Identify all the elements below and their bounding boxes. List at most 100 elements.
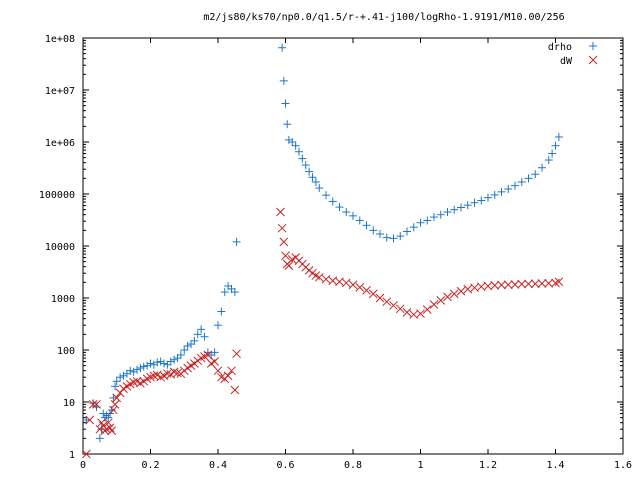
data-point [298, 154, 307, 163]
data-point [376, 230, 384, 239]
data-point [456, 286, 466, 296]
data-point [163, 360, 172, 369]
data-point [470, 198, 479, 207]
data-point [362, 286, 371, 295]
x-tick-label: 1.4 [546, 460, 564, 471]
data-point [430, 213, 438, 222]
data-point [279, 76, 288, 85]
data-point [382, 297, 392, 307]
data-point [554, 132, 563, 141]
data-point [450, 205, 459, 214]
data-point [416, 309, 425, 319]
data-point [149, 371, 159, 381]
data-point [281, 251, 290, 261]
data-point [173, 368, 182, 378]
data-point [97, 425, 106, 434]
data-point [308, 173, 317, 182]
data-point [163, 369, 172, 379]
data-point [436, 296, 446, 305]
data-point [200, 352, 209, 361]
data-point [369, 226, 378, 235]
series-layer [82, 43, 564, 459]
data-point [483, 281, 493, 291]
data-point [322, 191, 330, 200]
y-tick-label: 100 [57, 346, 75, 357]
data-point [197, 325, 206, 334]
data-point [477, 196, 486, 205]
data-point [389, 301, 398, 310]
data-point [375, 293, 385, 303]
data-point [362, 221, 371, 230]
data-point [160, 359, 168, 368]
data-point [416, 218, 425, 227]
data-point [166, 357, 175, 366]
legend: drho dW [548, 42, 598, 67]
data-point [510, 280, 520, 289]
data-point [95, 434, 104, 443]
data-point [99, 409, 108, 418]
data-point [217, 307, 226, 316]
data-point [153, 358, 162, 367]
data-point [109, 393, 118, 402]
y-tick-label: 10000 [45, 242, 75, 253]
x-tick-label: 0.6 [276, 460, 294, 471]
data-point [103, 418, 113, 428]
data-point [335, 203, 344, 212]
data-point [276, 207, 285, 217]
data-point [104, 413, 113, 422]
data-point [355, 283, 365, 292]
data-point [278, 43, 287, 52]
x-tick-label: 1 [417, 460, 423, 471]
x-tick-label: 0.8 [344, 460, 362, 471]
data-point [169, 367, 179, 377]
data-point [284, 135, 293, 144]
data-point [511, 181, 519, 190]
data-point [524, 279, 533, 289]
data-point [223, 371, 233, 381]
data-point [227, 366, 236, 376]
data-point [283, 120, 292, 129]
series-drho [82, 43, 563, 443]
y-axis: 1 10 100 1000 10000 100000 1e+06 1e+07 1e+08 [39, 34, 623, 461]
data-point [213, 366, 223, 376]
data-point [497, 280, 506, 290]
data-point [396, 232, 405, 241]
data-point [490, 281, 500, 290]
data-point [436, 210, 445, 219]
legend-label-drho: drho [548, 42, 572, 53]
series-dw [82, 207, 564, 459]
data-point [504, 184, 513, 193]
data-point [227, 284, 236, 293]
data-point [220, 288, 229, 297]
data-point [112, 393, 122, 403]
data-point [88, 400, 98, 409]
data-point [146, 359, 155, 368]
data-point [355, 216, 364, 225]
plot-frame [82, 37, 624, 455]
data-point [111, 382, 120, 391]
data-point [143, 361, 152, 370]
data-point [530, 279, 540, 289]
data-point [382, 233, 391, 242]
data-point [422, 305, 432, 314]
data-point [443, 208, 452, 217]
x-axis: 0 0.2 0.4 0.6 0.8 1 1.2 1.4 1.6 [80, 38, 632, 471]
data-point [82, 416, 91, 425]
data-point [517, 279, 527, 289]
data-point [107, 426, 117, 436]
data-point [190, 336, 199, 345]
data-point [112, 377, 121, 386]
data-point [116, 373, 125, 382]
data-point [291, 141, 300, 150]
data-point [551, 278, 560, 288]
data-point [484, 193, 492, 202]
data-point [102, 411, 111, 420]
data-point [210, 348, 219, 357]
legend-label-dw: dW [560, 56, 573, 67]
y-tick-label: 1e+07 [45, 86, 75, 97]
data-point [85, 415, 95, 425]
data-point [490, 190, 499, 199]
data-point [551, 141, 560, 150]
data-point [503, 280, 513, 290]
data-point [82, 449, 91, 459]
